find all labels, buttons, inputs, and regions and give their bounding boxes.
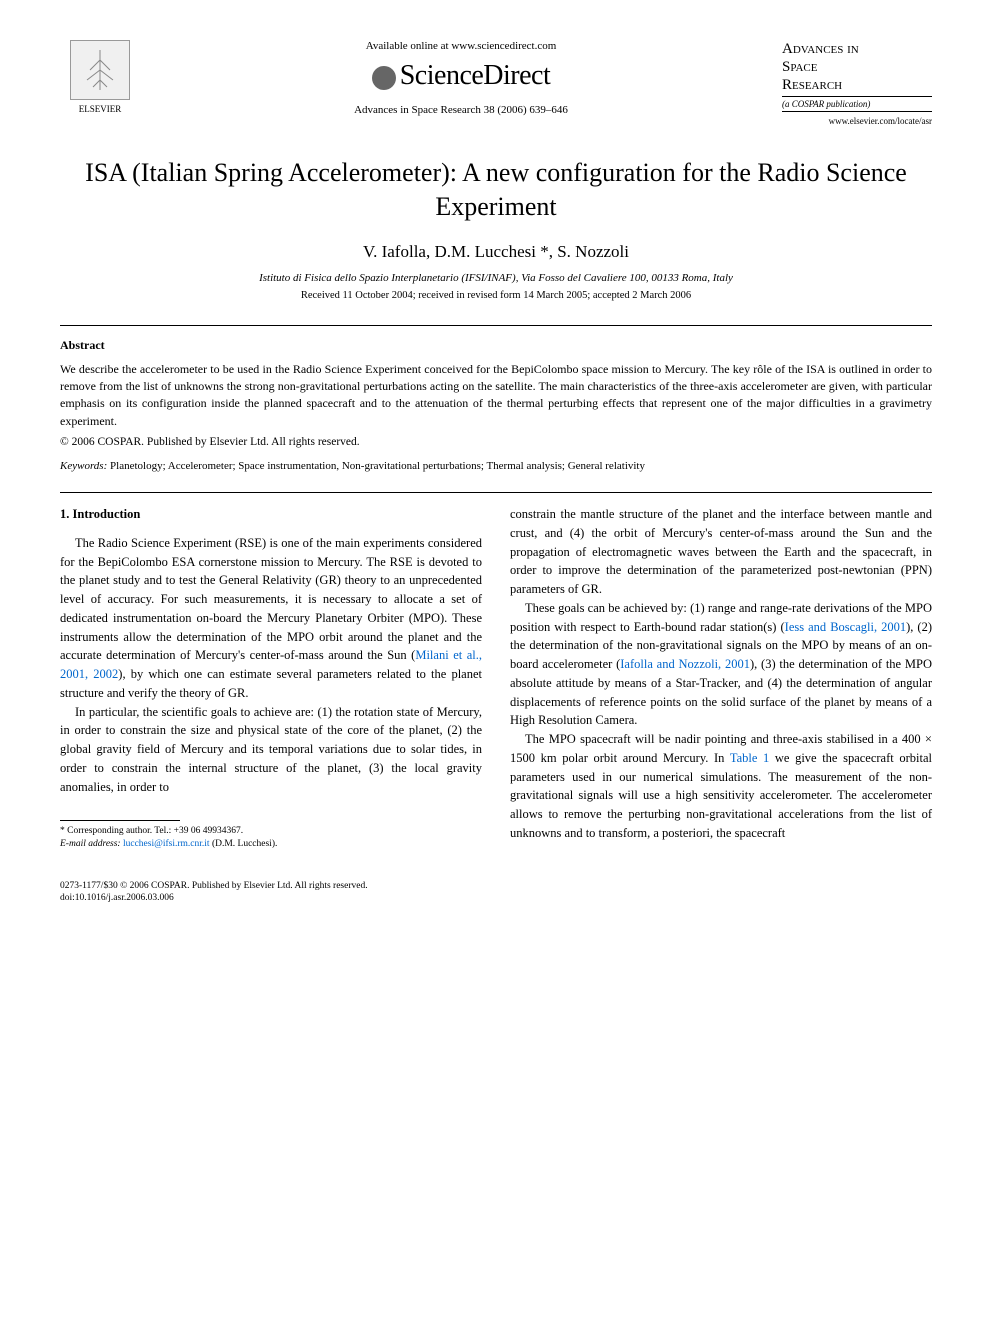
- intro-paragraph-1: The Radio Science Experiment (RSE) is on…: [60, 534, 482, 703]
- page-footer: 0273-1177/$30 © 2006 COSPAR. Published b…: [60, 880, 932, 905]
- email-who: (D.M. Lucchesi).: [212, 839, 277, 849]
- footnote-rule: [60, 820, 180, 821]
- affiliation: Istituto di Fisica dello Spazio Interpla…: [60, 272, 932, 284]
- keywords-label: Keywords:: [60, 460, 107, 472]
- sciencedirect-swoosh-icon: [372, 66, 396, 90]
- intro-paragraph-4: These goals can be achieved by: (1) rang…: [510, 599, 932, 730]
- abstract-heading: Abstract: [60, 338, 932, 353]
- email-label: E-mail address:: [60, 839, 121, 849]
- sciencedirect-text: ScienceDirect: [400, 60, 551, 91]
- email-footnote: E-mail address: lucchesi@ifsi.rm.cnr.it …: [60, 838, 482, 850]
- elsevier-label: ELSEVIER: [60, 104, 140, 114]
- journal-url: www.elsevier.com/locate/asr: [782, 116, 932, 126]
- paper-title: ISA (Italian Spring Accelerometer): A ne…: [60, 156, 932, 224]
- corresponding-author-footnote: * Corresponding author. Tel.: +39 06 499…: [60, 825, 482, 837]
- received-dates: Received 11 October 2004; received in re…: [60, 290, 932, 301]
- rule-above-abstract: [60, 325, 932, 326]
- intro-paragraph-2: In particular, the scientific goals to a…: [60, 703, 482, 797]
- sciencedirect-logo: ScienceDirect: [160, 60, 762, 92]
- elsevier-logo-block: ELSEVIER: [60, 40, 140, 114]
- center-header: Available online at www.sciencedirect.co…: [140, 40, 782, 116]
- email-link[interactable]: lucchesi@ifsi.rm.cnr.it: [121, 839, 212, 849]
- intro-paragraph-3: constrain the mantle structure of the pl…: [510, 505, 932, 599]
- right-column: constrain the mantle structure of the pl…: [510, 505, 932, 850]
- intro-paragraph-5: The MPO spacecraft will be nadir pointin…: [510, 730, 932, 843]
- left-column: 1. Introduction The Radio Science Experi…: [60, 505, 482, 850]
- abstract-copyright: © 2006 COSPAR. Published by Elsevier Ltd…: [60, 436, 932, 448]
- journal-block: Advances in Space Research (a COSPAR pub…: [782, 40, 932, 126]
- footer-copyright: 0273-1177/$30 © 2006 COSPAR. Published b…: [60, 880, 932, 892]
- authors: V. Iafolla, D.M. Lucchesi *, S. Nozzoli: [60, 242, 932, 262]
- available-online-text: Available online at www.sciencedirect.co…: [160, 40, 762, 52]
- keywords-text: Planetology; Accelerometer; Space instru…: [107, 460, 645, 472]
- ref-table1[interactable]: Table 1: [730, 751, 769, 765]
- journal-reference: Advances in Space Research 38 (2006) 639…: [160, 104, 762, 116]
- p1-text-b: ), by which one can estimate several par…: [60, 667, 482, 700]
- journal-title: Advances in Space Research: [782, 40, 932, 94]
- elsevier-tree-icon: [70, 40, 130, 100]
- journal-title-line3: Research: [782, 77, 842, 93]
- paper-header: ELSEVIER Available online at www.science…: [60, 40, 932, 126]
- rule-below-keywords: [60, 492, 932, 493]
- journal-title-line2: Space: [782, 59, 817, 75]
- journal-title-line1: Advances in: [782, 41, 859, 57]
- journal-subtitle: (a COSPAR publication): [782, 96, 932, 112]
- footer-doi: doi:10.1016/j.asr.2006.03.006: [60, 892, 932, 904]
- p1-text-a: The Radio Science Experiment (RSE) is on…: [60, 536, 482, 663]
- abstract-text: We describe the accelerometer to be used…: [60, 361, 932, 431]
- keywords: Keywords: Planetology; Accelerometer; Sp…: [60, 460, 932, 472]
- body-columns: 1. Introduction The Radio Science Experi…: [60, 505, 932, 850]
- section-1-heading: 1. Introduction: [60, 505, 482, 524]
- ref-iafolla[interactable]: Iafolla and Nozzoli, 2001: [620, 657, 750, 671]
- ref-iess[interactable]: Iess and Boscagli, 2001: [785, 620, 906, 634]
